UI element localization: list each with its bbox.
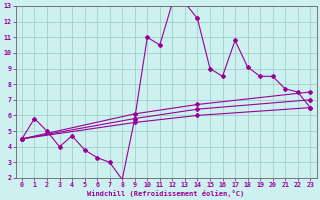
X-axis label: Windchill (Refroidissement éolien,°C): Windchill (Refroidissement éolien,°C) (87, 190, 245, 197)
